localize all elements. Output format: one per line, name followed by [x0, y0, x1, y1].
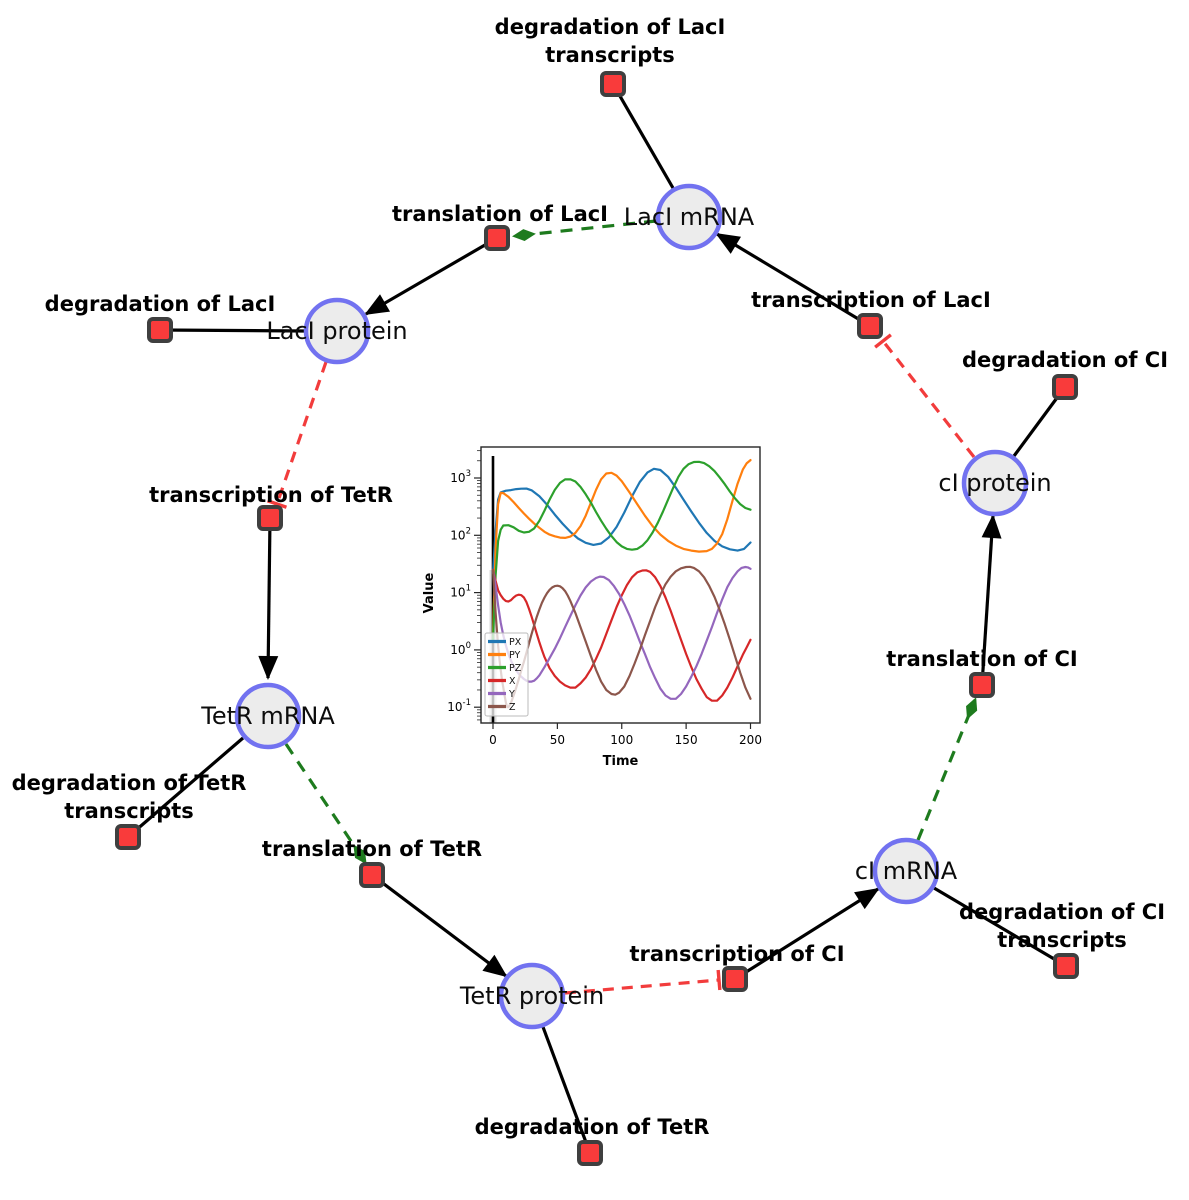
- species-node-lacI-protein[interactable]: [303, 297, 371, 365]
- species-node-tetR-mRNA[interactable]: [234, 682, 302, 750]
- series-curve-PZ: [491, 460, 752, 641]
- reaction-label-translation-cI: translation of CI: [886, 647, 1077, 671]
- species-label-tetR-mRNA: TetR mRNA: [200, 702, 335, 730]
- edge-transcription-tetR-to-mRNA: [258, 517, 279, 680]
- species-layer: [234, 183, 1029, 1030]
- reaction-label-deg-tetR: degradation of TetR: [475, 1115, 710, 1139]
- reaction-node-translation-lacI[interactable]: [484, 225, 510, 251]
- edge-tetR-protein-to-deg: [541, 1026, 592, 1154]
- axes-frame: [480, 446, 761, 724]
- reaction-node-deg-tetR-transcripts[interactable]: [115, 824, 141, 850]
- reaction-label-transcription-lacI: transcription of LacI: [751, 288, 991, 312]
- legend-label-PX: PX: [509, 637, 522, 648]
- species-label-tetR-protein: TetR protein: [459, 982, 604, 1010]
- species-node-lacI-mRNA[interactable]: [655, 183, 723, 251]
- species-label-cI-protein: cI protein: [938, 469, 1051, 497]
- x-tick-label: 50: [550, 733, 565, 747]
- edge-lacI-protein-inhibits-transcription-tetR: [266, 361, 328, 509]
- edge-cI-protein-inhibits-transcription-lacI: [874, 333, 976, 458]
- edge-translation-tetR-to-protein: [371, 873, 508, 978]
- edge-transcription-cI-to-mRNA: [734, 887, 880, 981]
- reaction-node-transcription-tetR[interactable]: [257, 505, 283, 531]
- reaction-label-deg-lacI-transcripts-line1: degradation of LacI: [495, 15, 726, 39]
- reaction-label-translation-lacI: translation of LacI: [392, 202, 608, 226]
- reaction-node-translation-tetR[interactable]: [359, 862, 385, 888]
- reaction-label-deg-tetR-transcripts-line2: transcripts: [64, 799, 194, 823]
- x-tick-label: 200: [739, 733, 762, 747]
- reaction-node-transcription-lacI[interactable]: [857, 313, 883, 339]
- edge-translation-cI-to-protein: [980, 514, 1002, 686]
- y-tick-label: 101: [450, 584, 471, 600]
- reaction-label-deg-lacI-transcripts-line2: transcripts: [545, 43, 675, 67]
- species-node-cI-mRNA[interactable]: [872, 837, 940, 905]
- y-tick-label: 10-1: [447, 698, 471, 714]
- edge-layer: [126, 83, 1067, 1154]
- reaction-node-translation-cI[interactable]: [969, 672, 995, 698]
- edge-tetR-mRNA-modifies-translation: [284, 743, 367, 865]
- reaction-label-transcription-cI: transcription of CI: [629, 942, 844, 966]
- reaction-node-deg-tetR[interactable]: [577, 1140, 603, 1166]
- species-node-tetR-protein[interactable]: [498, 962, 566, 1030]
- reaction-node-transcription-cI[interactable]: [722, 966, 748, 992]
- y-axis-title: Value: [422, 572, 437, 613]
- legend-label-X: X: [509, 676, 516, 687]
- species-label-cI-mRNA: cI mRNA: [855, 857, 958, 885]
- reaction-label-deg-lacI: degradation of LacI: [45, 292, 276, 316]
- reaction-node-deg-cI-transcripts[interactable]: [1053, 953, 1079, 979]
- reaction-node-deg-lacI[interactable]: [147, 317, 173, 343]
- reaction-label-deg-tetR-transcripts-line1: degradation of TetR: [12, 771, 247, 795]
- species-node-cI-protein[interactable]: [961, 449, 1029, 517]
- reaction-label-translation-tetR: translation of TetR: [262, 837, 482, 861]
- y-tick-label: 103: [450, 469, 471, 485]
- edge-lacI-mRNA-to-deg-transcripts: [611, 83, 675, 189]
- x-axis-title: Time: [603, 754, 639, 769]
- reaction-node-deg-lacI-transcripts[interactable]: [600, 71, 626, 97]
- legend-label-PZ: PZ: [509, 663, 522, 674]
- edge-tetR-mRNA-to-deg-transcripts: [126, 736, 245, 839]
- x-tick-label: 100: [610, 733, 633, 747]
- reaction-label-transcription-tetR: transcription of TetR: [149, 483, 393, 507]
- y-tick-label: 100: [450, 641, 471, 657]
- species-label-lacI-mRNA: LacI mRNA: [624, 203, 755, 231]
- edge-lacI-protein-to-deg: [159, 328, 305, 333]
- label-layer: LacI mRNA LacI protein TetR mRNA TetR pr…: [12, 15, 1168, 1139]
- reaction-node-deg-cI[interactable]: [1052, 374, 1078, 400]
- reaction-label-deg-cI-transcripts-line1: degradation of CI: [959, 900, 1165, 924]
- edge-cI-mRNA-to-deg-transcripts: [933, 886, 1067, 968]
- legend-box: [484, 632, 529, 717]
- simulation-plot: 0 50 100 150 200 10-1 100 101 102 103 Time Value PX P…: [419, 435, 778, 773]
- legend-label-PY: PY: [509, 650, 521, 661]
- edge-transcription-lacI-to-mRNA: [715, 232, 871, 328]
- reaction-layer: [115, 71, 1079, 1166]
- x-tick-label: 0: [489, 733, 497, 747]
- edge-tetR-protein-inhibits-transcription-cI: [564, 969, 722, 995]
- x-tick-label: 150: [675, 733, 698, 747]
- edge-cI-mRNA-modifies-translation: [916, 697, 978, 841]
- series-curve-PX: [491, 467, 752, 575]
- reaction-label-deg-cI-transcripts-line2: transcripts: [997, 928, 1127, 952]
- series-curve-X: [491, 568, 752, 702]
- reaction-label-deg-cI: degradation of CI: [962, 348, 1168, 372]
- y-tick-label: 102: [450, 526, 471, 542]
- legend-label-Z: Z: [509, 702, 516, 713]
- series-curve-PY: [491, 459, 752, 634]
- edge-lacI-mRNA-modifies-translation: [512, 219, 657, 242]
- edge-translation-lacI-to-protein: [364, 236, 498, 316]
- legend-label-Y: Y: [508, 689, 515, 700]
- species-label-lacI-protein: LacI protein: [266, 317, 407, 345]
